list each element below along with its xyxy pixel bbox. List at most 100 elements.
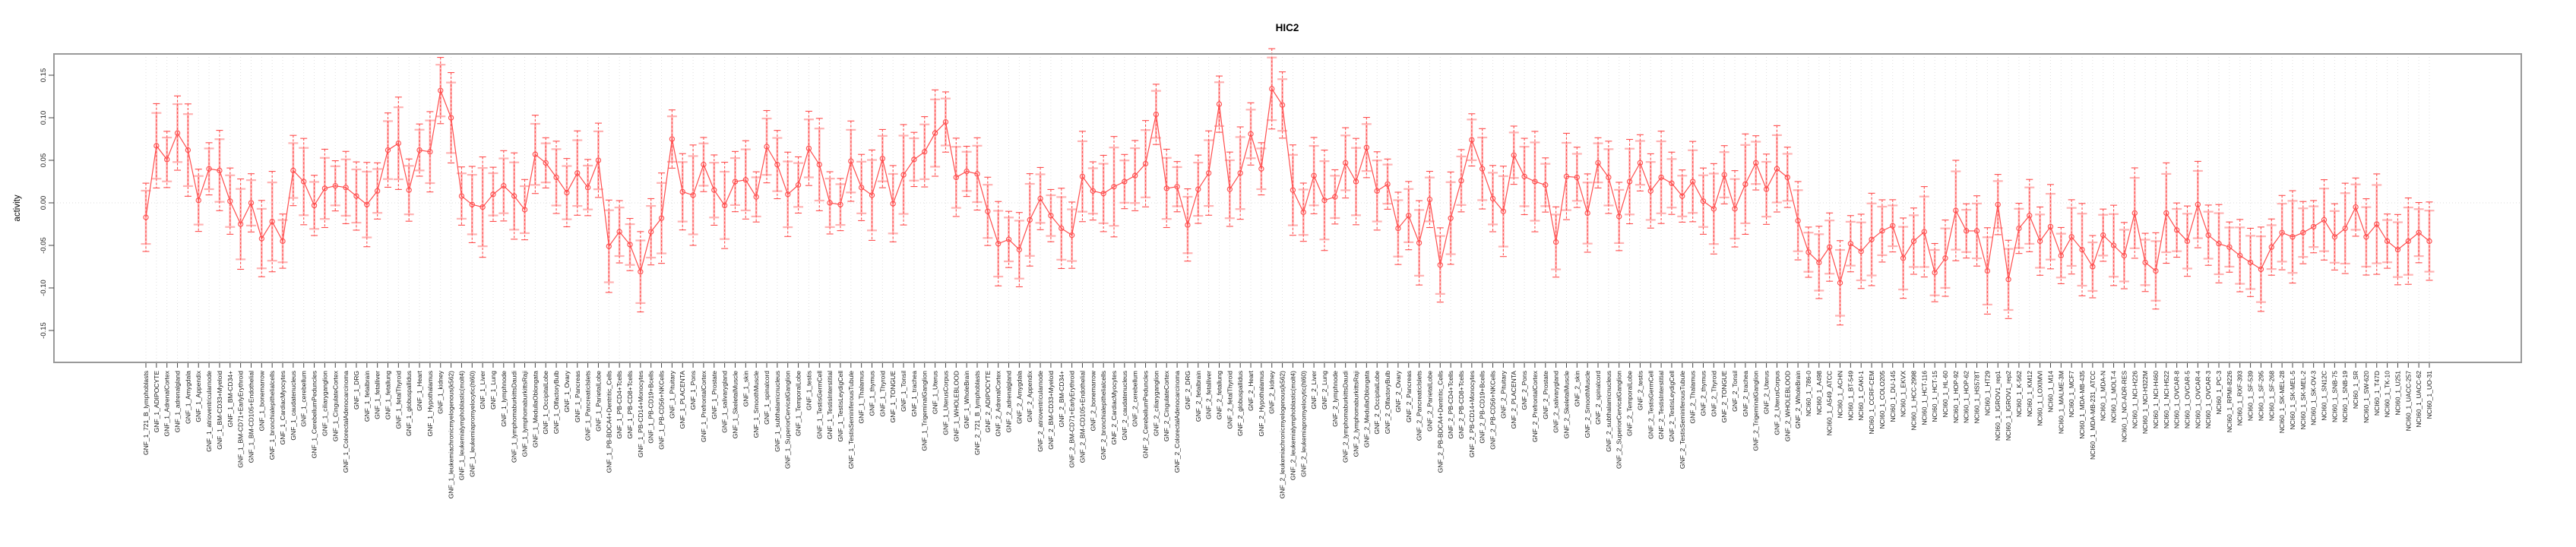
data-point-marker <box>616 229 622 235</box>
x-tick-label: GNF_1_TestisSeminiferousTubule <box>847 371 855 469</box>
y-tick-label: 0.10 <box>40 111 48 125</box>
x-tick-label: GNF_1_lymphnode <box>500 371 508 427</box>
data-point-marker <box>964 168 970 175</box>
data-point-marker <box>953 174 959 181</box>
data-point-marker <box>1205 170 1212 176</box>
data-point-marker <box>1321 197 1328 204</box>
x-tick-label: NCI60_1_KM12 <box>2026 371 2033 417</box>
x-tick-label: GNF_2_ParietalLobe <box>1426 371 1433 432</box>
data-point-marker <box>1343 160 1349 166</box>
data-point-marker <box>1763 186 1770 192</box>
data-point-marker <box>1647 188 1654 194</box>
data-point-marker <box>2142 259 2148 266</box>
x-tick-label: NCI60_1_SF-539 <box>2247 371 2255 421</box>
data-point-marker <box>2226 244 2233 250</box>
x-tick-label: NCI60_1_HT29 <box>1983 371 1991 416</box>
data-point-marker <box>343 185 349 191</box>
x-tick-label: GNF_1_PrefrontalCortex <box>700 370 707 442</box>
x-tick-label: GNF_1_Lung <box>489 371 497 409</box>
x-tick-label: GNF_2_AdrenalCortex <box>995 370 1002 436</box>
data-point-marker <box>1353 179 1359 185</box>
data-point-marker <box>648 229 654 235</box>
data-point-marker <box>2036 238 2043 245</box>
plot-border <box>53 53 2522 363</box>
data-point-marker <box>2079 246 2085 253</box>
data-point-marker <box>385 147 391 153</box>
data-point-marker <box>2058 252 2064 259</box>
x-tick-label: NCI60_1_CAKI-1 <box>1857 371 1865 421</box>
x-tick-label: NCI60_1_SK-MEL-2 <box>2299 371 2307 430</box>
data-point-marker <box>511 193 517 199</box>
data-point-marker <box>164 157 170 163</box>
data-point-marker <box>395 140 402 147</box>
x-tick-label: GNF_2_TONGUE <box>1720 371 1728 423</box>
x-tick-label: GNF_1_PB-CD8+Tcells <box>626 371 634 439</box>
data-point-marker <box>1153 111 1160 118</box>
data-point-marker <box>153 143 160 149</box>
x-tick-label: GNF_2_BM-CD34+ <box>1058 371 1065 427</box>
data-point-marker <box>890 201 896 207</box>
data-point-marker <box>1122 179 1128 185</box>
x-tick-label: GNF_1_spinalcord <box>763 371 771 425</box>
data-point-marker <box>1279 102 1286 108</box>
data-point-marker <box>1237 170 1243 176</box>
data-point-marker <box>2331 234 2338 240</box>
x-tick-label: GNF_2_PrefrontalCortex <box>1531 370 1539 442</box>
x-tick-label: GNF_2_subthalamicnucleus <box>1605 371 1612 452</box>
data-point-marker <box>1185 222 1191 228</box>
data-point-marker <box>985 208 991 214</box>
x-tick-label: GNF_1_Tonsil <box>900 371 907 412</box>
data-point-marker <box>1132 172 1138 179</box>
x-tick-label: NCI60_1_IGROV1_rep2 <box>2005 371 2012 441</box>
data-point-marker <box>1900 255 1907 261</box>
x-tick-label: GNF_2_DRG <box>1184 371 1191 409</box>
x-tick-label: GNF_1_fetalbrain <box>363 371 371 422</box>
gridlines <box>54 54 2521 362</box>
x-tick-label: GNF_1_MedullaOblongata <box>531 371 539 447</box>
data-point-marker <box>1700 198 1707 204</box>
y-tick-label: -0.10 <box>40 280 48 296</box>
data-point-marker <box>1068 232 1075 239</box>
data-point-marker <box>2153 267 2159 274</box>
x-tick-label: GNF_2_globuspallidus <box>1236 371 1244 436</box>
x-tick-label: GNF_2_BM-CD33+Myeloid <box>1047 371 1055 450</box>
x-tick-label: NCI60_1_TK-10 <box>2384 371 2391 418</box>
x-tick-label: GNF_2_PB-CD14+Monocytes <box>1468 371 1476 457</box>
data-point-marker <box>1721 172 1727 178</box>
x-tick-label: NCI60_1_RPMI-8226 <box>2226 371 2233 433</box>
data-point-marker <box>532 151 539 157</box>
x-tick-label: NCI60_1_BT-549 <box>1847 371 1854 421</box>
x-tick-label: GNF_1_Prostate <box>710 371 718 419</box>
x-tick-label: NCI60_1_HS578T <box>1973 371 1981 423</box>
data-point-marker <box>711 187 717 193</box>
x-tick-label: GNF_1_leukemiachronicmyelogenous(k562) <box>448 371 455 498</box>
data-point-marker <box>375 188 381 194</box>
data-point-marker <box>2416 229 2422 236</box>
x-tick-label: GNF_1_thymus <box>869 371 876 416</box>
data-point-marker <box>1964 228 1970 234</box>
x-tick-label: GNF_2_OccipitalLobe <box>1373 371 1381 435</box>
data-point-marker <box>942 119 949 125</box>
x-tick-label: GNF_1_PB-CD14+Monocytes <box>637 371 644 457</box>
x-tick-label: GNF_1_BM-CD71+EarlyErythroid <box>237 371 245 468</box>
data-point-marker <box>732 179 739 185</box>
x-tick-label: GNF_1_salivarygland <box>721 371 729 433</box>
data-point-marker <box>1732 206 1738 212</box>
x-tick-label: GNF_1_PancreaticIslets <box>584 371 592 441</box>
x-tick-label: GNF_1_ParietalLobe <box>594 371 602 432</box>
data-point-marker <box>2363 234 2369 240</box>
data-point-marker <box>1710 206 1717 212</box>
x-tick-label: GNF_2_thymus <box>1699 371 1707 416</box>
data-point-marker <box>2100 232 2106 239</box>
x-tick-label: NCI60_1_SK-MEL-5 <box>2289 371 2296 430</box>
data-point-marker <box>1269 86 1275 92</box>
data-point-marker <box>1606 174 1612 181</box>
data-point-marker <box>2268 244 2274 250</box>
x-tick-label: GNF_1_bonemarrow <box>258 370 265 431</box>
x-tick-label: NCI60_1_UO-31 <box>2426 371 2433 419</box>
x-tick-label: GNF_2_Prostate <box>1542 371 1549 419</box>
x-tick-label: GNF_1_WHOLEBLOOD <box>952 371 960 441</box>
data-point-marker <box>1448 215 1454 221</box>
data-point-marker <box>217 167 223 174</box>
